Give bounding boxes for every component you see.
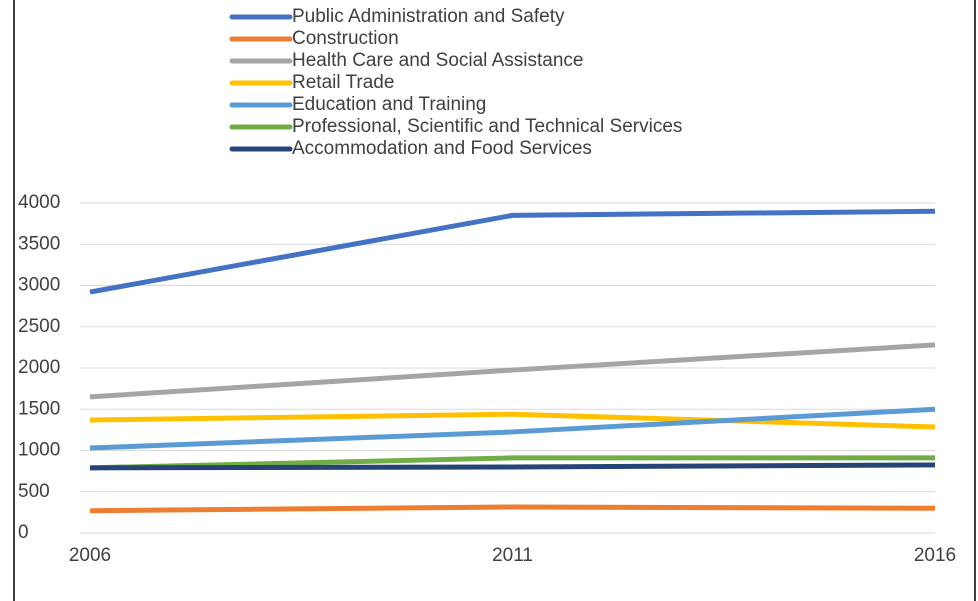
legend-label: Professional, Scientific and Technical S… xyxy=(292,116,682,137)
legend-label: Construction xyxy=(292,28,399,49)
legend-label: Accommodation and Food Services xyxy=(292,138,592,159)
series-line xyxy=(89,411,936,430)
series-line xyxy=(89,462,936,471)
y-tick-label: 3000 xyxy=(18,275,60,296)
series-line xyxy=(89,208,936,295)
y-tick-label: 1000 xyxy=(18,440,60,461)
y-tick-label: 4000 xyxy=(18,192,60,213)
y-tick-label: 2500 xyxy=(18,316,60,337)
series-line xyxy=(89,504,936,514)
series-line xyxy=(89,342,936,400)
y-tick-label: 2000 xyxy=(18,357,60,378)
x-tick-label: 2006 xyxy=(69,545,111,566)
legend-label: Retail Trade xyxy=(292,72,394,93)
x-tick-label: 2011 xyxy=(492,545,533,566)
legend-label: Health Care and Social Assistance xyxy=(292,50,584,71)
y-tick-label: 3500 xyxy=(18,233,60,254)
series-line xyxy=(89,406,936,451)
legend-label: Education and Training xyxy=(292,94,486,115)
y-tick-label: 0 xyxy=(18,522,29,543)
legend-label: Public Administration and Safety xyxy=(292,6,565,27)
y-tick-label: 1500 xyxy=(18,398,60,419)
series-line xyxy=(89,455,935,471)
y-tick-label: 500 xyxy=(18,481,50,502)
x-tick-label: 2016 xyxy=(914,545,956,566)
